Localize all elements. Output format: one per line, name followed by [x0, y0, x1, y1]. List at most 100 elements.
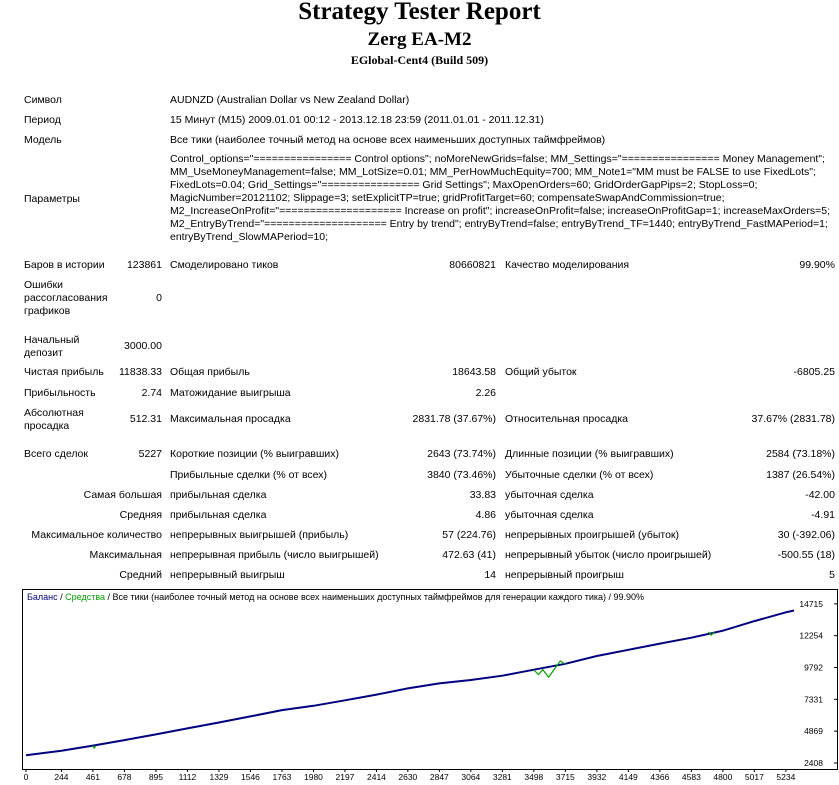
net-profit-value: 11838.33	[118, 366, 162, 378]
y-tick-label: 2408	[804, 758, 823, 768]
legend-equity: Средства	[65, 592, 105, 602]
profit-trades-value: 3840 (73.46%)	[427, 469, 496, 481]
x-tick-label: 244	[54, 772, 68, 782]
quality-label: Качество моделирования	[505, 259, 630, 271]
x-tick-label: 1112	[179, 772, 197, 782]
avg-cons-losses-label: непрерывный проигрыш	[505, 569, 624, 581]
bars-value: 123861	[126, 259, 162, 271]
x-tick-label: 1546	[241, 772, 260, 782]
rel-drawdown-value: 37.67% (2831.78)	[751, 413, 835, 425]
loss-trades-value: 1387 (26.54%)	[766, 469, 835, 481]
largest-loss-value: -42.00	[805, 489, 835, 501]
max-cons-wins-value: 57 (224.76)	[442, 529, 496, 541]
abs-drawdown-label: Абсолютная просадка	[24, 407, 84, 432]
y-tick-label: 7331	[804, 694, 823, 704]
average-profit-value: 4.86	[475, 509, 496, 521]
largest-loss-label: убыточная сделка	[505, 489, 594, 501]
expected-payoff-value: 2.26	[475, 387, 496, 399]
max-cons-profit-label: непрерывная прибыль (число выигрышей)	[170, 549, 379, 561]
max-drawdown-label: Максимальная просадка	[170, 413, 291, 425]
largest-label: Самая большая	[83, 489, 162, 501]
x-tick-label: 895	[149, 772, 163, 782]
max-cons-profit-value: 472.63 (41)	[442, 549, 496, 561]
max-cons-losses-value: 30 (-392.06)	[777, 529, 835, 541]
model-value: Все тики (наиболее точный метод на основ…	[170, 134, 606, 146]
x-tick-label: 3281	[493, 772, 512, 782]
ticks-label: Смоделировано тиков	[170, 259, 279, 271]
gross-loss-value: -6805.25	[793, 366, 835, 378]
y-tick-label: 12254	[799, 631, 823, 641]
legend-balance: Баланс	[27, 592, 58, 602]
net-profit-label: Чистая прибыль	[24, 366, 104, 378]
x-tick-label: 1980	[304, 772, 323, 782]
long-positions-value: 2584 (73.18%)	[766, 448, 835, 460]
legend-rest: / Все тики (наиболее точный метод на осн…	[105, 592, 644, 602]
profit-trades-label: Прибыльные сделки (% от всех)	[170, 469, 328, 481]
profit-factor-value: 2.74	[141, 387, 162, 399]
long-positions-label: Длинные позиции (% выигравших)	[505, 448, 674, 460]
x-tick-label: 2630	[398, 772, 417, 782]
total-trades-label: Всего сделок	[24, 448, 88, 460]
period-value: 15 Минут (M15) 2009.01.01 00:12 - 2013.1…	[170, 114, 544, 126]
avg-cons-wins-value: 14	[484, 569, 496, 581]
max-drawdown-value: 2831.78 (37.67%)	[412, 413, 496, 425]
max-count-label: Максимальное количество	[31, 529, 162, 541]
largest-profit-label: прибыльная сделка	[170, 489, 267, 501]
ea-name: Zerg EA-M2	[367, 29, 472, 50]
quality-value: 99.90%	[799, 259, 835, 271]
average-loss-value: -4.91	[811, 509, 835, 521]
average-label: Средняя	[119, 509, 162, 521]
model-label: Модель	[24, 134, 62, 146]
equity-line	[92, 745, 97, 750]
x-tick-label: 3932	[587, 772, 606, 782]
symbol-value: AUDNZD (Australian Dollar vs New Zealand…	[170, 94, 410, 106]
rel-drawdown-label: Относительная просадка	[505, 413, 628, 425]
abs-drawdown-value: 512.31	[129, 413, 162, 425]
x-tick-label: 3064	[461, 772, 480, 782]
x-tick-label: 1763	[272, 772, 291, 782]
balance-line	[25, 609, 795, 757]
ticks-value: 80660821	[449, 259, 496, 271]
params-value: Control_options="================ Contro…	[170, 153, 831, 243]
report-title: Strategy Tester Report	[298, 0, 541, 25]
chart-frame	[22, 589, 838, 770]
symbol-label: Символ	[24, 94, 62, 106]
x-tick-label: 4583	[682, 772, 701, 782]
x-tick-label: 2414	[367, 772, 386, 782]
x-tick-label: 0	[24, 772, 29, 782]
avg-cons-losses-value: 5	[829, 569, 835, 581]
avg-cons-wins-label: непрерывный выигрыш	[170, 569, 285, 581]
profit-factor-label: Прибыльность	[24, 387, 96, 399]
largest-profit-value: 33.83	[469, 489, 496, 501]
y-tick-label: 9792	[804, 663, 823, 673]
balance-chart: Баланс / Средства / Все тики (наиболее т…	[22, 589, 838, 785]
x-tick-label: 2847	[430, 772, 449, 782]
deposit-label: Начальный депозит	[24, 334, 80, 359]
deposit-value: 3000.00	[124, 340, 162, 352]
errors-value: 0	[156, 292, 162, 304]
total-trades-value: 5227	[138, 448, 162, 460]
gross-loss-label: Общий убыток	[505, 366, 577, 378]
x-tick-label: 5017	[745, 772, 764, 782]
max-cons-loss-value: -500.55 (18)	[777, 549, 835, 561]
average-loss-label: убыточная сделка	[505, 509, 594, 521]
legend-sep: /	[58, 592, 66, 602]
equity-line	[533, 660, 566, 679]
x-tick-label: 2197	[335, 772, 354, 782]
x-tick-label: 3498	[524, 772, 543, 782]
gross-profit-label: Общая прибыль	[170, 366, 250, 378]
max-cons-loss-label: непрерывный убыток (число проигрышей)	[505, 549, 712, 561]
loss-trades-label: Убыточные сделки (% от всех)	[505, 469, 654, 481]
expected-payoff-label: Матожидание выигрыша	[170, 387, 291, 399]
y-tick-label: 4869	[804, 726, 823, 736]
x-tick-label: 1329	[209, 772, 228, 782]
gross-profit-value: 18643.58	[452, 366, 496, 378]
params-label: Параметры	[24, 193, 80, 205]
server-name: EGlobal-Cent4 (Build 509)	[350, 53, 489, 67]
bars-label: Баров в истории	[24, 259, 105, 271]
legend-text: Баланс / Средства / Все тики (наиболее т…	[27, 592, 644, 602]
x-tick-label: 461	[86, 772, 100, 782]
x-tick-label: 5234	[776, 772, 795, 782]
equity-line	[707, 631, 715, 636]
y-tick-label: 14715	[799, 599, 823, 609]
